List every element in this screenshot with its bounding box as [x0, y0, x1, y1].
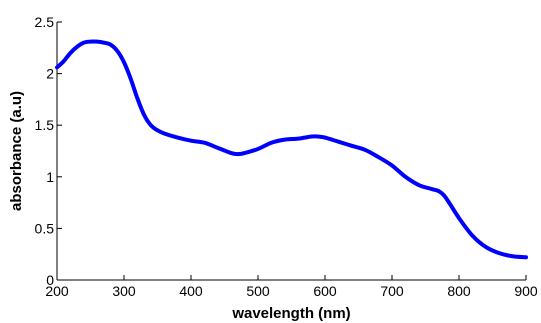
y-tick-label: 2: [46, 66, 54, 82]
series: [55, 39, 528, 260]
x-tick-label: 900: [514, 283, 538, 299]
x-tick-label: 400: [179, 283, 203, 299]
y-axis-label: absorbance (a.u): [8, 91, 25, 211]
absorbance-series-line: [55, 39, 528, 260]
axes: [56, 22, 526, 281]
y-tick-label: 1: [46, 169, 54, 185]
x-tick-label: 700: [380, 283, 404, 299]
y-tick-label: 2.5: [35, 14, 55, 30]
x-tick-label: 300: [112, 283, 136, 299]
y-tick-label: 0: [46, 272, 54, 288]
y-tick-label: 0.5: [35, 220, 55, 236]
x-axis-label: wavelength (nm): [231, 305, 350, 322]
x-tick-label: 200: [45, 283, 69, 299]
x-tick-label: 500: [246, 283, 270, 299]
ticks: 200 300 400 500 600 700 800 900 0 0.5 1 1.5 2 2.5: [35, 14, 538, 299]
x-tick-label: 600: [313, 283, 337, 299]
x-tick-label: 800: [447, 283, 471, 299]
y-tick-label: 1.5: [35, 117, 55, 133]
